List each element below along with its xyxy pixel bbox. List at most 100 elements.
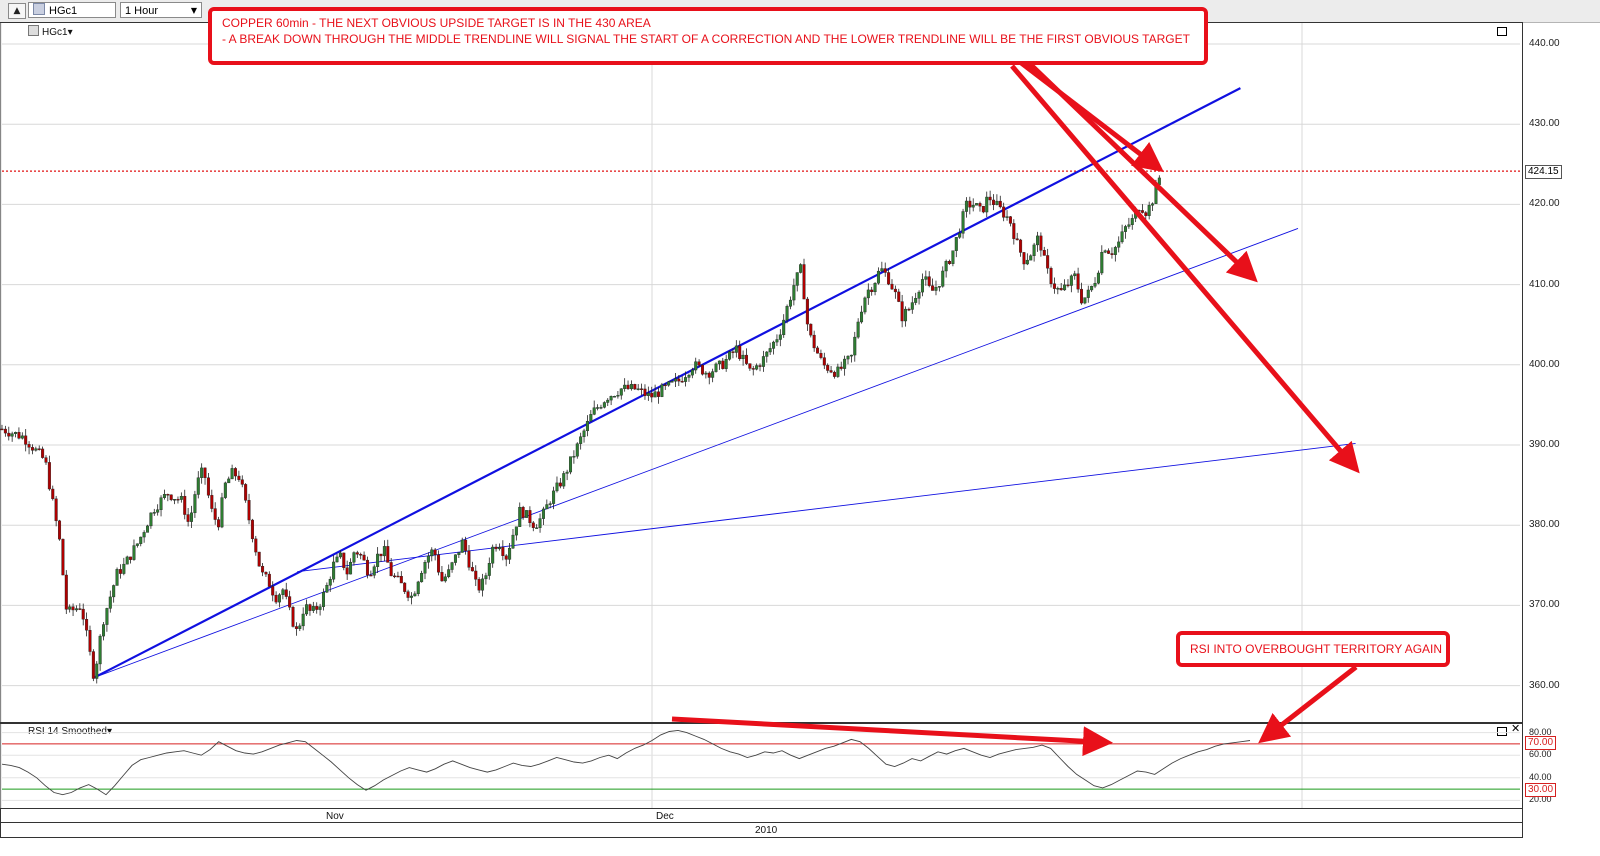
- maximize-rsi-icon[interactable]: [1497, 727, 1507, 736]
- candle-body: [51, 488, 55, 500]
- interval-select[interactable]: 1 Hour ▼: [120, 2, 202, 18]
- candle-body: [1022, 252, 1026, 265]
- candle-body: [839, 366, 843, 369]
- candle-body: [772, 341, 776, 349]
- candle-body: [819, 353, 823, 358]
- candle-body: [585, 420, 589, 432]
- candle-body: [1130, 218, 1134, 225]
- candle-body: [460, 539, 464, 553]
- instrument-icon: [28, 25, 39, 36]
- candle-body: [937, 286, 941, 288]
- candle-body: [369, 574, 373, 577]
- candle-body: [477, 579, 481, 591]
- candle-body: [575, 443, 579, 457]
- candle-body: [677, 378, 681, 382]
- maximize-panel-icon[interactable]: [1497, 27, 1507, 36]
- candle-body: [27, 444, 31, 448]
- candle-body: [132, 545, 136, 560]
- candle-body: [856, 321, 860, 338]
- candle-body: [345, 567, 349, 575]
- candle-body: [277, 594, 281, 603]
- candle-body: [717, 360, 721, 365]
- candle-body: [264, 571, 268, 575]
- candle-body: [805, 298, 809, 325]
- candle-body: [920, 279, 924, 293]
- candle-body: [998, 200, 1002, 208]
- candle-body: [883, 268, 887, 273]
- close-rsi-icon[interactable]: ✕: [1511, 722, 1521, 735]
- candle-body: [562, 473, 566, 487]
- candle-body: [396, 575, 400, 578]
- candle-body: [893, 288, 897, 293]
- rsi-series-line: [1, 729, 1251, 796]
- candle-body: [944, 261, 948, 272]
- candle-body: [203, 467, 207, 478]
- candle-body: [954, 237, 958, 251]
- candle-body: [853, 336, 857, 356]
- candle-body: [413, 593, 417, 597]
- candle-body: [30, 447, 34, 451]
- annotation-line-2: - A BREAK DOWN THROUGH THE MIDDLE TRENDL…: [222, 32, 1190, 46]
- candle-body: [430, 549, 434, 557]
- candle-body: [315, 606, 319, 610]
- candle-body: [609, 396, 613, 401]
- candle-body: [1012, 223, 1016, 239]
- candle-body: [511, 534, 515, 549]
- candle-body: [633, 384, 637, 390]
- candle-body: [108, 596, 112, 609]
- candle-body: [728, 351, 732, 360]
- candle-body: [829, 370, 833, 373]
- symbol-label[interactable]: HGc1▾: [28, 25, 73, 38]
- candle-body: [734, 345, 738, 353]
- scroll-up-button[interactable]: ▲: [8, 3, 26, 19]
- candle-body: [10, 433, 14, 437]
- candle-body: [335, 556, 339, 563]
- candle-body: [755, 365, 759, 370]
- candle-body: [17, 432, 21, 439]
- x-label-dec: Dec: [656, 811, 674, 822]
- candle-body: [870, 289, 874, 293]
- candle-body: [457, 552, 461, 555]
- candle-body: [822, 357, 826, 366]
- candle-body: [467, 550, 471, 568]
- candle-body: [217, 519, 221, 528]
- candle-body: [941, 270, 945, 287]
- candle-body: [778, 334, 782, 340]
- candle-body: [250, 519, 254, 540]
- candle-body: [183, 496, 187, 515]
- candle-body: [880, 268, 884, 272]
- candle-body: [514, 526, 518, 536]
- candle-body: [843, 358, 847, 369]
- candle-body: [406, 591, 410, 598]
- candle-body: [1100, 252, 1104, 274]
- candle-body: [904, 308, 908, 322]
- candle-body: [653, 391, 657, 398]
- y-tick-label: 440.00: [1529, 38, 1560, 49]
- symbol-input[interactable]: HGc1: [28, 2, 116, 18]
- candle-body: [308, 604, 312, 611]
- candle-body: [193, 494, 197, 514]
- candle-body: [1032, 244, 1036, 256]
- candle-body: [948, 261, 952, 264]
- candle-body: [680, 380, 684, 383]
- candle-body: [751, 368, 755, 370]
- candle-body: [267, 573, 271, 587]
- rsi-label[interactable]: RSI 14 Smoothed▾: [28, 726, 112, 737]
- candle-body: [866, 289, 870, 299]
- candle-body: [261, 566, 265, 573]
- candle-body: [846, 355, 850, 360]
- candle-body: [761, 356, 765, 367]
- candle-body: [971, 205, 975, 208]
- rsi-y-tick-label: 80.00: [1529, 726, 1552, 737]
- candle-body: [105, 608, 109, 625]
- candle-body: [738, 345, 742, 360]
- candle-body: [707, 372, 711, 378]
- candle-body: [890, 283, 894, 290]
- candle-body: [1079, 288, 1083, 304]
- candle-body: [399, 576, 403, 584]
- candle-body: [528, 510, 532, 524]
- candle-body: [298, 625, 302, 629]
- candle-body: [741, 354, 745, 360]
- candle-body: [981, 205, 985, 213]
- candle-body: [599, 407, 603, 409]
